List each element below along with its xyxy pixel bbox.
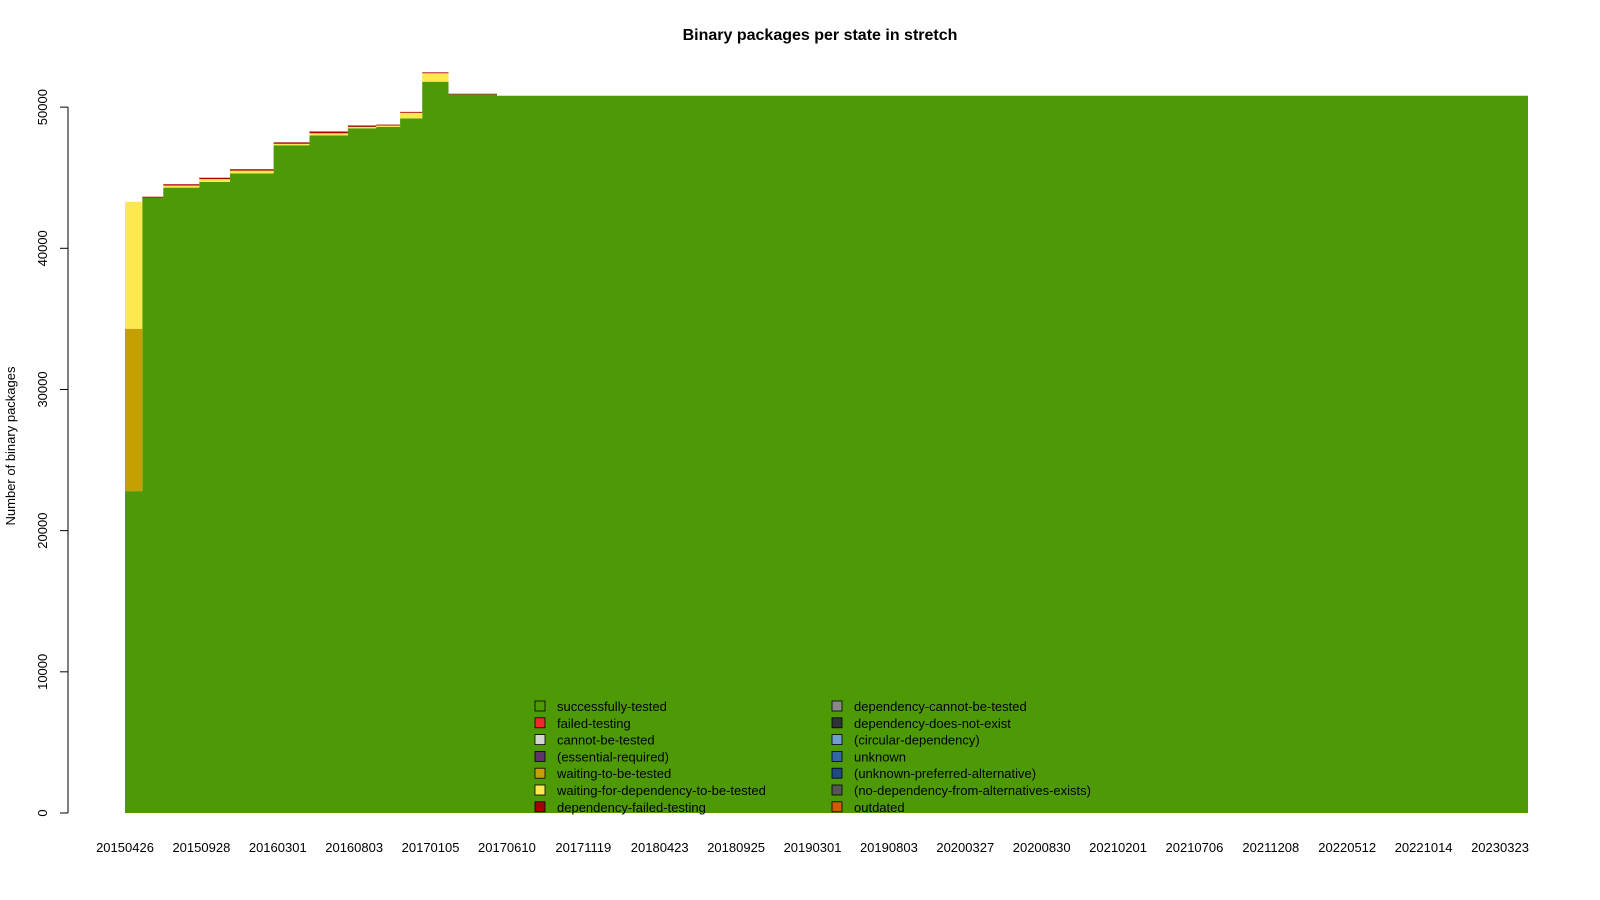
legend-label: dependency-cannot-be-tested bbox=[854, 699, 1027, 714]
x-tick-label: 20170610 bbox=[478, 840, 536, 855]
legend-swatch bbox=[534, 734, 546, 745]
x-tick-label: 20150928 bbox=[172, 840, 230, 855]
legend-entry: waiting-to-be-tested bbox=[534, 766, 671, 781]
legend-swatch bbox=[831, 767, 843, 779]
legend-entry: cannot-be-tested bbox=[534, 733, 655, 748]
legend-label: successfully-tested bbox=[557, 699, 667, 714]
x-tick-label: 20170105 bbox=[402, 840, 460, 855]
legend-entry: (essential-required) bbox=[534, 749, 669, 764]
legend-swatch bbox=[534, 767, 546, 779]
legend-entry: waiting-for-dependency-to-be-tested bbox=[534, 783, 766, 798]
legend-entry: successfully-tested bbox=[534, 699, 667, 714]
legend-label: (no-dependency-from-alternatives-exists) bbox=[854, 783, 1091, 798]
x-tick-label: 20160301 bbox=[249, 840, 307, 855]
legend-label: unknown bbox=[854, 749, 906, 764]
legend-entry: unknown bbox=[831, 749, 906, 764]
x-tick-label: 20210706 bbox=[1166, 840, 1224, 855]
legend-swatch bbox=[534, 717, 546, 729]
legend-swatch bbox=[534, 751, 546, 762]
legend-label: (essential-required) bbox=[557, 749, 669, 764]
y-tick-label: 20000 bbox=[35, 513, 50, 549]
legend-label: dependency-failed-testing bbox=[557, 800, 706, 815]
plot-areas bbox=[125, 72, 1528, 813]
legend-label: waiting-to-be-tested bbox=[556, 766, 671, 781]
legend-entry: outdated bbox=[831, 800, 905, 815]
legend-label: (unknown-preferred-alternative) bbox=[854, 766, 1036, 781]
legend-swatch bbox=[831, 751, 843, 762]
legend-entry: (no-dependency-from-alternatives-exists) bbox=[831, 783, 1091, 798]
legend-swatch bbox=[831, 801, 843, 813]
y-tick-label: 50000 bbox=[35, 89, 50, 125]
y-tick-label: 30000 bbox=[35, 371, 50, 407]
x-tick-label: 20230323 bbox=[1471, 840, 1529, 855]
legend-entry: dependency-does-not-exist bbox=[831, 716, 1011, 731]
legend-swatch bbox=[831, 700, 843, 712]
x-tick-label: 20171119 bbox=[555, 840, 611, 855]
chart-title: Binary packages per state in stretch bbox=[683, 27, 958, 44]
legend-swatch bbox=[534, 700, 546, 712]
legend-swatch bbox=[831, 717, 843, 729]
legend-label: failed-testing bbox=[557, 716, 631, 731]
y-axis: 0 10000 20000 30000 40000 50000 bbox=[35, 89, 69, 817]
legend-swatch bbox=[534, 801, 546, 813]
x-tick-label: 20150426 bbox=[96, 840, 154, 855]
legend-swatch bbox=[534, 784, 546, 796]
x-tick-label: 20220512 bbox=[1318, 840, 1376, 855]
x-tick-label: 20160803 bbox=[325, 840, 383, 855]
x-tick-label: 20211208 bbox=[1242, 840, 1299, 855]
legend-entry: dependency-failed-testing bbox=[534, 800, 706, 815]
legend-swatch bbox=[831, 734, 843, 745]
x-tick-label: 20190803 bbox=[860, 840, 918, 855]
legend-swatch bbox=[831, 784, 843, 796]
x-tick-label: 20200327 bbox=[936, 840, 994, 855]
legend: successfully-tested failed-testing cannot-… bbox=[534, 699, 1091, 815]
area-successfully-tested bbox=[125, 81, 1528, 813]
y-tick-label: 40000 bbox=[35, 230, 50, 266]
x-tick-label: 20190301 bbox=[784, 840, 842, 855]
legend-label: cannot-be-tested bbox=[557, 733, 655, 748]
legend-label: dependency-does-not-exist bbox=[854, 716, 1011, 731]
legend-entry: (unknown-preferred-alternative) bbox=[831, 766, 1036, 781]
x-tick-label: 20180423 bbox=[631, 840, 689, 855]
x-axis: 20150426 20150928 20160301 20160803 20170105… bbox=[96, 840, 1529, 855]
legend-entry: dependency-cannot-be-tested bbox=[831, 699, 1027, 714]
legend-entry: (circular-dependency) bbox=[831, 733, 980, 748]
legend-label: outdated bbox=[854, 800, 905, 815]
legend-label: waiting-for-dependency-to-be-tested bbox=[556, 783, 766, 798]
y-axis-label: Number of binary packages bbox=[3, 366, 18, 525]
x-tick-label: 20221014 bbox=[1395, 840, 1453, 855]
y-tick-label: 10000 bbox=[35, 654, 50, 690]
x-tick-label: 20180925 bbox=[707, 840, 765, 855]
legend-label: (circular-dependency) bbox=[854, 733, 980, 748]
y-tick-label: 0 bbox=[35, 809, 50, 816]
legend-entry: failed-testing bbox=[534, 716, 631, 731]
x-tick-label: 20200830 bbox=[1013, 840, 1071, 855]
x-tick-label: 20210201 bbox=[1089, 840, 1147, 855]
